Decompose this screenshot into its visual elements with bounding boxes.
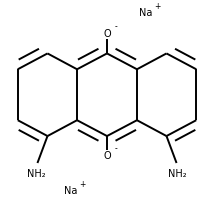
Text: +: + <box>79 180 86 189</box>
Text: +: + <box>154 2 160 11</box>
Text: O: O <box>103 28 111 39</box>
Text: Na: Na <box>139 8 152 18</box>
Text: Na: Na <box>64 186 77 196</box>
Text: O: O <box>103 151 111 161</box>
Text: NH₂: NH₂ <box>27 169 46 179</box>
Text: NH₂: NH₂ <box>168 169 187 179</box>
Text: -: - <box>114 145 117 154</box>
Text: -: - <box>114 22 117 31</box>
